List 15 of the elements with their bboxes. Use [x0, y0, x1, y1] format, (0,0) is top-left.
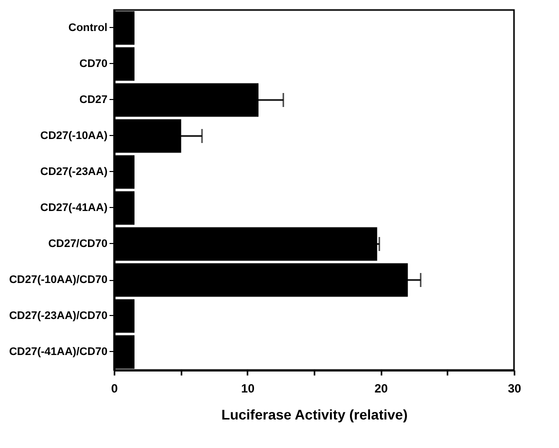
y-tick-label: CD27(-23AA): [40, 166, 108, 178]
y-tick-label: CD70: [79, 58, 108, 70]
y-tick-label: CD27(-10AA)/CD70: [9, 274, 108, 286]
y-tick-label: CD27(-10AA): [40, 130, 108, 142]
x-tick-label: 30: [508, 382, 522, 396]
x-axis-title: Luciferase Activity (relative): [221, 406, 408, 422]
y-tick-label: CD27/CD70: [48, 238, 108, 250]
x-tick-label: 10: [241, 382, 255, 396]
y-tick-label: CD27: [79, 94, 108, 106]
y-tick-label: CD27(-41AA)/CD70: [9, 346, 108, 358]
x-tick-label: 0: [111, 382, 118, 396]
x-tick-label: 20: [374, 382, 388, 396]
y-tick-label: Control: [68, 22, 108, 34]
y-tick-label: CD27(-23AA)/CD70: [9, 310, 108, 322]
y-tick-label: CD27(-41AA): [40, 202, 108, 214]
